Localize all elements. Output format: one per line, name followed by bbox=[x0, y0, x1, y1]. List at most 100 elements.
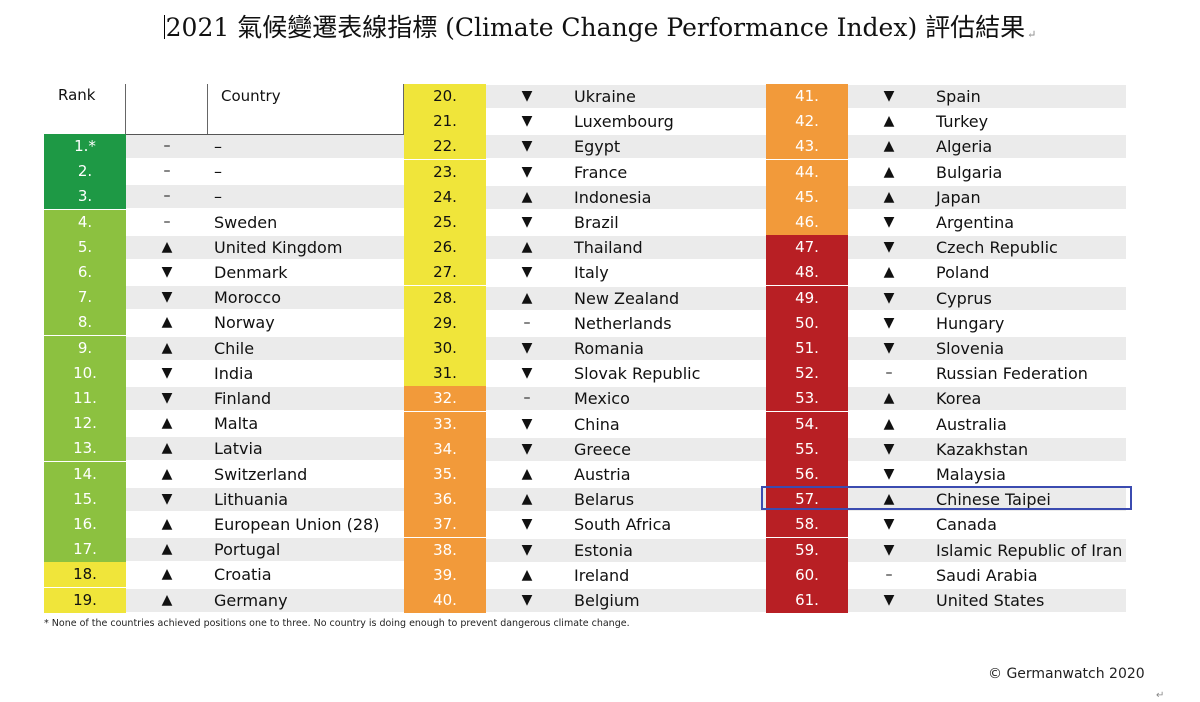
triangle-up-icon: ▲ bbox=[883, 188, 895, 205]
row-background bbox=[848, 589, 1126, 612]
row-background bbox=[126, 487, 404, 511]
row-background bbox=[486, 463, 766, 486]
rank-cell: 13. bbox=[44, 436, 126, 462]
country-name: Norway bbox=[214, 313, 275, 333]
triangle-down-icon: ▼ bbox=[883, 541, 895, 558]
country-name: Turkey bbox=[936, 112, 989, 132]
row-background bbox=[486, 236, 766, 260]
triangle-down-icon: ▼ bbox=[883, 466, 895, 482]
rank-cell: 59. bbox=[766, 537, 848, 563]
triangle-down-icon: ▼ bbox=[521, 541, 533, 558]
triangle-up-icon: ▲ bbox=[521, 239, 533, 256]
country-name: South Africa bbox=[574, 515, 672, 535]
table-row: 53. ▲ Korea bbox=[766, 386, 1126, 412]
row-background bbox=[486, 337, 766, 360]
rank-cell: 52. bbox=[766, 361, 848, 387]
row-background bbox=[848, 311, 1126, 335]
row-background bbox=[126, 185, 404, 209]
country-name: Chinese Taipei bbox=[936, 490, 1051, 510]
rank-cell: 47. bbox=[766, 235, 848, 261]
rank-cell: 40. bbox=[404, 588, 486, 613]
paragraph-mark: ↵ bbox=[1027, 28, 1037, 41]
dash-icon: – bbox=[163, 163, 171, 180]
triangle-down-icon: ▼ bbox=[521, 214, 533, 230]
rank-cell: 26. bbox=[404, 235, 486, 261]
country-name: Hungary bbox=[936, 313, 1005, 333]
row-background bbox=[486, 563, 766, 587]
rank-cell: 45. bbox=[766, 184, 848, 210]
row-background bbox=[126, 261, 404, 284]
rank-cell: 8. bbox=[44, 310, 126, 336]
country-name: Slovenia bbox=[936, 339, 1005, 358]
table-row: 54. ▲ Australia bbox=[766, 411, 1126, 437]
row-background bbox=[126, 437, 404, 461]
row-background bbox=[486, 286, 766, 310]
rank-cell: 38. bbox=[404, 537, 486, 563]
country-name: Estonia bbox=[574, 540, 633, 560]
triangle-up-icon: ▲ bbox=[521, 566, 533, 583]
triangle-up-icon: ▲ bbox=[161, 465, 173, 482]
dash-icon: – bbox=[163, 213, 171, 230]
country-name: Saudi Arabia bbox=[936, 565, 1038, 585]
country-name: Argentina bbox=[936, 213, 1015, 232]
country-name: Islamic Republic of Iran bbox=[936, 540, 1123, 560]
rank-cell: 12. bbox=[44, 411, 126, 437]
table-row: 58. ▼ Canada bbox=[766, 512, 1126, 538]
rank-cell: 9. bbox=[44, 335, 126, 361]
triangle-down-icon: ▼ bbox=[883, 314, 895, 331]
dash-icon: – bbox=[163, 138, 171, 154]
row-background bbox=[848, 463, 1126, 486]
triangle-up-icon: ▲ bbox=[521, 466, 533, 482]
country-name: Italy bbox=[574, 263, 609, 283]
dash-icon: – bbox=[523, 314, 531, 331]
country-name: Netherlands bbox=[574, 313, 672, 333]
triangle-up-icon: ▲ bbox=[521, 491, 533, 508]
table-row: 50. ▼ Hungary bbox=[766, 310, 1126, 336]
triangle-up-icon: ▲ bbox=[883, 163, 895, 180]
triangle-down-icon: ▼ bbox=[883, 592, 895, 608]
country-name: Ireland bbox=[574, 565, 630, 585]
row-background bbox=[486, 160, 766, 184]
rank-cell: 46. bbox=[766, 210, 848, 235]
rank-cell: 14. bbox=[44, 461, 126, 487]
triangle-up-icon: ▲ bbox=[161, 516, 173, 532]
table-row: 33. ▼ China bbox=[404, 411, 766, 437]
rank-cell: 28. bbox=[404, 285, 486, 311]
country-name: Romania bbox=[574, 339, 644, 358]
triangle-down-icon: ▼ bbox=[161, 490, 173, 507]
table-row: 40. ▼ Belgium bbox=[404, 588, 766, 613]
rank-cell: 3. bbox=[44, 184, 126, 210]
row-background bbox=[848, 160, 1126, 184]
table-row: 44. ▲ Bulgaria bbox=[766, 159, 1126, 185]
dash-icon: – bbox=[885, 365, 893, 382]
country-name: Switzerland bbox=[214, 464, 308, 484]
triangle-down-icon: ▼ bbox=[521, 264, 533, 281]
table-row: 6. ▼ Denmark bbox=[44, 260, 404, 285]
rank-cell: 27. bbox=[404, 260, 486, 286]
triangle-up-icon: ▲ bbox=[161, 541, 173, 558]
table-row: 28. ▲ New Zealand bbox=[404, 285, 766, 311]
rank-cell: 37. bbox=[404, 512, 486, 538]
table-row: 60. – Saudi Arabia bbox=[766, 562, 1126, 588]
table-row: 55. ▼ Kazakhstan bbox=[766, 436, 1126, 462]
row-background bbox=[848, 337, 1126, 360]
table-row: 57. ▲ Chinese Taipei bbox=[766, 487, 1126, 513]
rank-cell: 56. bbox=[766, 462, 848, 487]
table-row: 20. ▼ Ukraine bbox=[404, 84, 766, 109]
table-row: 61. ▼ United States bbox=[766, 588, 1126, 613]
country-name: Finland bbox=[214, 389, 272, 408]
triangle-down-icon: ▼ bbox=[883, 516, 895, 533]
paragraph-mark: ↵ bbox=[1156, 690, 1165, 701]
country-name: United Kingdom bbox=[214, 237, 343, 257]
table-row: 11. ▼ Finland bbox=[44, 386, 404, 411]
triangle-up-icon: ▲ bbox=[161, 238, 173, 255]
table-row: 43. ▲ Algeria bbox=[766, 134, 1126, 160]
row-background bbox=[848, 236, 1126, 260]
rank-cell: 11. bbox=[44, 386, 126, 411]
table-row: 49. ▼ Cyprus bbox=[766, 285, 1126, 311]
dash-icon: – bbox=[163, 188, 171, 205]
table-row: 24. ▲ Indonesia bbox=[404, 184, 766, 210]
country-name: – bbox=[214, 162, 222, 182]
row-background bbox=[486, 362, 766, 386]
rank-cell: 19. bbox=[44, 587, 126, 613]
